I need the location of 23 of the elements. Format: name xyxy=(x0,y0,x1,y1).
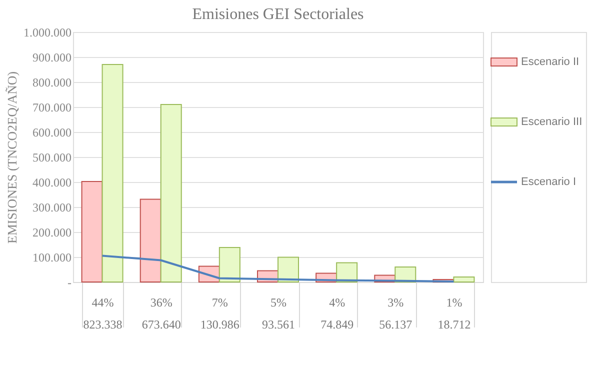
y-tick-label: 200.000 xyxy=(32,226,72,240)
y-axis-title: EMISIONES (TNCO2EQ/AÑO) xyxy=(4,71,20,244)
y-tick-label: 900.000 xyxy=(32,50,72,64)
y-tick-label: 1.000.000 xyxy=(24,26,72,40)
y-tick-label: - xyxy=(68,276,72,290)
y-tick-label: 300.000 xyxy=(32,200,72,214)
x-tick-label: 4% 74.849 xyxy=(320,296,354,332)
y-tick-label: 500.000 xyxy=(32,150,72,164)
x-tick-label: 44% 823.338 xyxy=(83,296,122,332)
y-tick-label: 400.000 xyxy=(32,176,72,190)
x-tick-label: 5% 93.561 xyxy=(262,296,295,332)
legend-label: Escenario II xyxy=(521,56,580,68)
chart-title: Emisiones GEI Sectoriales xyxy=(192,6,364,23)
x-tick-label: 7% 130.986 xyxy=(200,296,240,332)
x-tick-label: 36% 673.640 xyxy=(142,296,181,332)
x-tick-label: 3% 56.137 xyxy=(379,296,412,332)
y-tick-label: 100.000 xyxy=(32,250,72,264)
x-tick-label: 1% 18.712 xyxy=(438,296,471,332)
legend-label: Escenario I xyxy=(521,176,576,188)
y-tick-label: 700.000 xyxy=(32,100,72,114)
y-tick-label: 600.000 xyxy=(32,126,72,140)
y-tick-label: 800.000 xyxy=(32,76,72,90)
legend-label: Escenario III xyxy=(521,116,582,128)
